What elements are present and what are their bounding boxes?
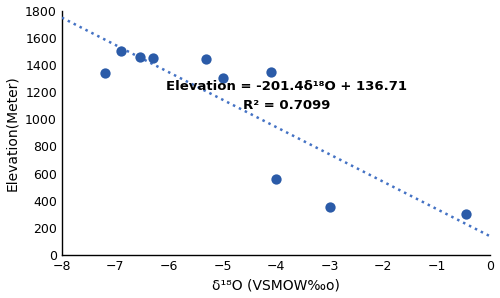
- Point: [267, 69, 275, 74]
- Point: [326, 204, 334, 209]
- X-axis label: δ¹⁸O (VSMOW‰o): δ¹⁸O (VSMOW‰o): [212, 278, 340, 292]
- Text: Elevation = -201.4δ¹⁸O + 136.71
R² = 0.7099: Elevation = -201.4δ¹⁸O + 136.71 R² = 0.7…: [166, 80, 408, 112]
- Point: [462, 212, 470, 217]
- Y-axis label: Elevation(Meter): Elevation(Meter): [6, 75, 20, 191]
- Point: [136, 54, 143, 59]
- Point: [117, 49, 125, 54]
- Point: [272, 177, 280, 181]
- Point: [149, 56, 157, 60]
- Point: [100, 71, 108, 75]
- Point: [218, 76, 226, 81]
- Point: [202, 57, 210, 62]
